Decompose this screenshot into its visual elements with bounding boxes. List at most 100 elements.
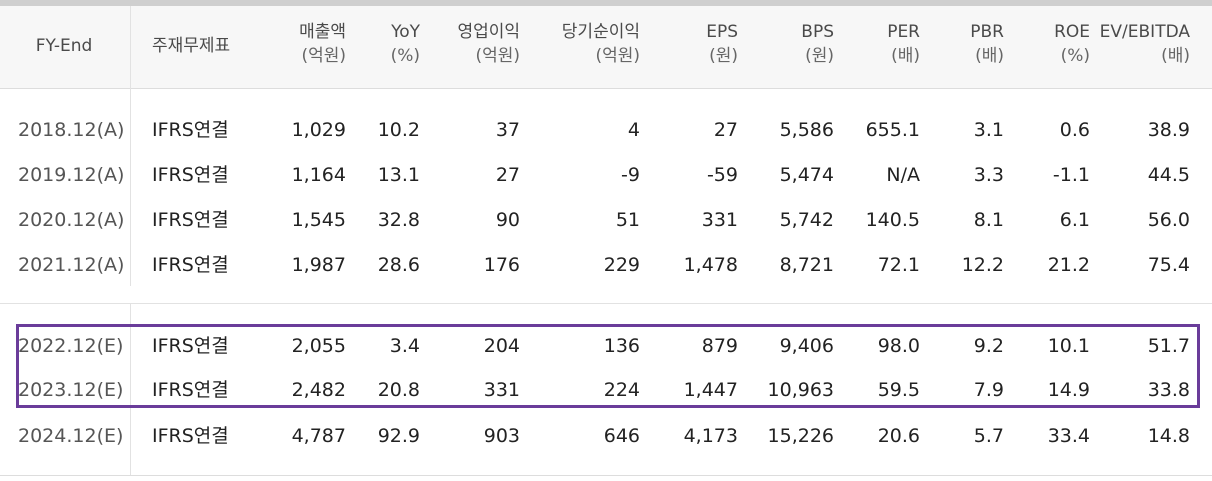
cell-operating-profit: 903 bbox=[483, 425, 520, 447]
cell-revenue: 1,545 bbox=[291, 209, 346, 231]
cell-eps: 1,447 bbox=[683, 379, 738, 401]
cell-bps: 5,586 bbox=[779, 119, 834, 141]
cell-yoy: 20.8 bbox=[377, 379, 420, 401]
estimate-highlight-box bbox=[16, 324, 1200, 408]
cell-main-statement: IFRS연결 bbox=[152, 164, 229, 186]
cell-eps: -59 bbox=[706, 164, 738, 186]
cell-revenue: 1,029 bbox=[291, 119, 346, 141]
cell-revenue: 1,987 bbox=[291, 254, 346, 276]
column-divider bbox=[130, 6, 131, 476]
table-bottom-border bbox=[0, 475, 1212, 476]
header-ev-ebitda-label: EV/EBITDA bbox=[1099, 22, 1190, 42]
cell-pbr: 5.7 bbox=[973, 425, 1004, 447]
cell-yoy: 10.2 bbox=[377, 119, 420, 141]
table-row: 2024.12(E) IFRS연결 4,787 92.9 903 646 4,173 15,2… bbox=[0, 421, 1212, 451]
cell-fy-end: 2018.12(A) bbox=[18, 119, 125, 141]
table-row: 2021.12(A) IFRS연결 1,987 28.6 176 229 1,478 8,72… bbox=[0, 250, 1212, 280]
cell-pbr: 7.9 bbox=[973, 379, 1004, 401]
table-row: 2020.12(A) IFRS연결 1,545 32.8 90 51 331 5,742 140… bbox=[0, 205, 1212, 235]
header-ev-ebitda: EV/EBITDA (배) bbox=[1096, 20, 1190, 68]
cell-net-income: -9 bbox=[621, 164, 640, 186]
cell-fy-end: 2023.12(E) bbox=[18, 379, 124, 401]
table-row: 2018.12(A) IFRS연결 1,029 10.2 37 4 27 5,586 655.1… bbox=[0, 115, 1212, 145]
header-per-label: PER bbox=[887, 22, 920, 42]
cell-revenue: 2,482 bbox=[291, 379, 346, 401]
cell-main-statement: IFRS연결 bbox=[152, 119, 229, 141]
header-roe-label: ROE bbox=[1054, 22, 1090, 42]
cell-pbr: 9.2 bbox=[973, 335, 1004, 357]
cell-roe: -1.1 bbox=[1052, 164, 1090, 186]
cell-operating-profit: 331 bbox=[483, 379, 520, 401]
cell-fy-end: 2020.12(A) bbox=[18, 209, 125, 231]
header-eps: EPS (원) bbox=[660, 20, 738, 68]
cell-eps: 331 bbox=[701, 209, 738, 231]
cell-operating-profit: 90 bbox=[495, 209, 520, 231]
cell-operating-profit: 204 bbox=[483, 335, 520, 357]
header-ev-ebitda-unit: (배) bbox=[1161, 46, 1190, 66]
header-main-statement: 주재무제표 bbox=[152, 34, 262, 58]
cell-yoy: 28.6 bbox=[377, 254, 420, 276]
cell-revenue: 4,787 bbox=[291, 425, 346, 447]
table-header-background bbox=[0, 6, 1212, 88]
cell-roe: 0.6 bbox=[1059, 119, 1090, 141]
header-operating-profit: 영업이익 (억원) bbox=[430, 20, 520, 68]
cell-fy-end: 2024.12(E) bbox=[18, 425, 124, 447]
cell-ev-ebitda: 75.4 bbox=[1147, 254, 1190, 276]
cell-per: N/A bbox=[886, 164, 920, 186]
header-yoy-label: YoY bbox=[391, 22, 420, 42]
cell-net-income: 51 bbox=[615, 209, 640, 231]
header-operating-profit-label: 영업이익 bbox=[457, 22, 520, 42]
cell-fy-end: 2019.12(A) bbox=[18, 164, 125, 186]
header-net-income: 당기순이익 (억원) bbox=[536, 20, 640, 68]
cell-main-statement: IFRS연결 bbox=[152, 254, 229, 276]
cell-per: 655.1 bbox=[865, 119, 920, 141]
cell-per: 98.0 bbox=[877, 335, 920, 357]
cell-revenue: 1,164 bbox=[291, 164, 346, 186]
cell-yoy: 32.8 bbox=[377, 209, 420, 231]
cell-roe: 6.1 bbox=[1059, 209, 1090, 231]
cell-net-income: 4 bbox=[627, 119, 640, 141]
header-revenue-unit: (억원) bbox=[301, 46, 346, 66]
cell-pbr: 8.1 bbox=[973, 209, 1004, 231]
cell-ev-ebitda: 14.8 bbox=[1147, 425, 1190, 447]
cell-net-income: 224 bbox=[603, 379, 640, 401]
header-per-unit: (배) bbox=[891, 46, 920, 66]
cell-per: 140.5 bbox=[865, 209, 920, 231]
cell-yoy: 3.4 bbox=[389, 335, 420, 357]
cell-pbr: 12.2 bbox=[961, 254, 1004, 276]
cell-ev-ebitda: 51.7 bbox=[1147, 335, 1190, 357]
section-gap bbox=[0, 286, 1212, 304]
cell-ev-ebitda: 44.5 bbox=[1147, 164, 1190, 186]
cell-ev-ebitda: 56.0 bbox=[1147, 209, 1190, 231]
cell-net-income: 646 bbox=[603, 425, 640, 447]
cell-roe: 14.9 bbox=[1047, 379, 1090, 401]
header-revenue: 매출액 (억원) bbox=[266, 20, 346, 68]
header-per: PER (배) bbox=[848, 20, 920, 68]
cell-main-statement: IFRS연결 bbox=[152, 425, 229, 447]
cell-operating-profit: 176 bbox=[483, 254, 520, 276]
cell-main-statement: IFRS연결 bbox=[152, 379, 229, 401]
cell-yoy: 92.9 bbox=[377, 425, 420, 447]
cell-bps: 9,406 bbox=[779, 335, 834, 357]
cell-roe: 33.4 bbox=[1047, 425, 1090, 447]
header-pbr: PBR (배) bbox=[934, 20, 1004, 68]
cell-eps: 1,478 bbox=[683, 254, 738, 276]
header-yoy: YoY (%) bbox=[360, 20, 420, 68]
header-fy-end-label: FY-End bbox=[35, 36, 93, 56]
header-eps-label: EPS bbox=[706, 22, 738, 42]
header-main-statement-label: 주재무제표 bbox=[152, 36, 231, 56]
header-roe-unit: (%) bbox=[1060, 46, 1090, 66]
section-divider bbox=[0, 303, 1212, 304]
table-top-border bbox=[0, 0, 1212, 6]
cell-bps: 8,721 bbox=[779, 254, 834, 276]
cell-fy-end: 2021.12(A) bbox=[18, 254, 125, 276]
cell-fy-end: 2022.12(E) bbox=[18, 335, 124, 357]
header-revenue-label: 매출액 bbox=[299, 22, 346, 42]
header-net-income-unit: (억원) bbox=[595, 46, 640, 66]
cell-ev-ebitda: 38.9 bbox=[1147, 119, 1190, 141]
header-fy-end: FY-End bbox=[24, 34, 104, 58]
cell-per: 20.6 bbox=[877, 425, 920, 447]
table-row: 2023.12(E) IFRS연결 2,482 20.8 331 224 1,447 10,9… bbox=[0, 375, 1212, 405]
table-row: 2022.12(E) IFRS연결 2,055 3.4 204 136 879 9,406 98… bbox=[0, 331, 1212, 361]
cell-operating-profit: 27 bbox=[495, 164, 520, 186]
